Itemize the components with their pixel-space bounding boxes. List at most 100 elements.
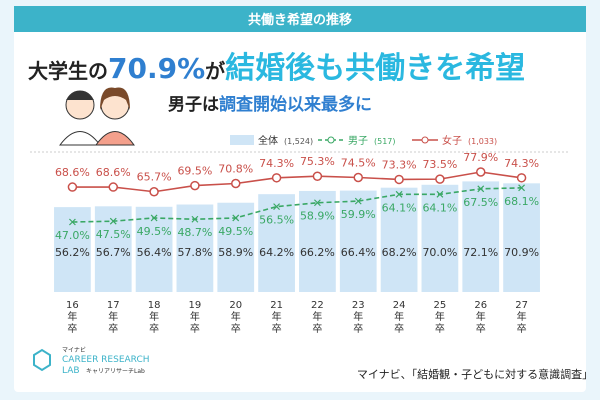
legend-marker bbox=[421, 136, 429, 144]
marker bbox=[68, 218, 76, 226]
subheadline: 男子は調査開始以来最多に bbox=[168, 94, 372, 115]
marker bbox=[149, 186, 159, 197]
value-label: 73.3% bbox=[382, 158, 417, 171]
marker bbox=[190, 180, 200, 191]
value-label: 68.2% bbox=[382, 246, 417, 259]
marker bbox=[232, 214, 240, 222]
value-label: 48.7% bbox=[177, 226, 212, 239]
x-tick-label: 23年卒 bbox=[351, 300, 365, 335]
value-label: 58.9% bbox=[218, 246, 253, 259]
value-label: 68.6% bbox=[96, 166, 131, 179]
bar bbox=[299, 190, 336, 292]
marker bbox=[150, 214, 158, 222]
value-label: 64.2% bbox=[259, 246, 294, 259]
marker bbox=[191, 215, 199, 223]
x-tick-label: 21年卒 bbox=[270, 300, 283, 335]
x-tick-label: 27年卒 bbox=[515, 300, 528, 335]
legend-swatch bbox=[230, 135, 254, 145]
value-label: 70.9% bbox=[504, 246, 539, 259]
legend-label: 全体 bbox=[258, 134, 278, 147]
value-label: 64.1% bbox=[422, 201, 457, 214]
value-label: 67.5% bbox=[463, 196, 498, 209]
subheadline-text: 男子は bbox=[168, 95, 219, 115]
value-label: 70.8% bbox=[218, 162, 253, 175]
value-label: 56.5% bbox=[259, 214, 294, 227]
x-tick-label: 16年卒 bbox=[66, 300, 79, 335]
x-tick-label: 20年卒 bbox=[229, 300, 243, 335]
value-label: 49.5% bbox=[137, 225, 172, 238]
marker bbox=[516, 173, 527, 183]
x-tick-label: 24年卒 bbox=[392, 300, 406, 335]
header-title: 共働き希望の推移 bbox=[248, 12, 352, 28]
value-label: 74.3% bbox=[504, 157, 539, 170]
marker bbox=[436, 190, 444, 198]
marker bbox=[353, 172, 363, 183]
bar bbox=[258, 194, 295, 292]
line bbox=[72, 187, 522, 223]
x-tick-label: 17年卒 bbox=[106, 300, 120, 335]
legend-label: 女子 bbox=[442, 134, 462, 147]
headline-text: が bbox=[205, 59, 225, 83]
value-label: 66.4% bbox=[341, 246, 376, 259]
marker bbox=[231, 178, 241, 189]
marker bbox=[312, 171, 323, 181]
bar bbox=[503, 183, 540, 292]
marker bbox=[109, 217, 117, 225]
legend-sample: (517) bbox=[374, 137, 396, 146]
subheadline-text: 調査開始以来最多に bbox=[219, 94, 372, 115]
bar bbox=[462, 181, 500, 292]
marker bbox=[518, 184, 526, 192]
value-label: 47.5% bbox=[96, 228, 131, 241]
marker bbox=[435, 174, 445, 184]
value-label: 73.5% bbox=[422, 158, 457, 171]
value-label: 69.5% bbox=[177, 165, 212, 178]
value-label: 68.6% bbox=[55, 166, 90, 179]
value-label: 66.2% bbox=[300, 246, 335, 259]
value-label: 75.3% bbox=[300, 155, 335, 168]
x-tick-label: 26年卒 bbox=[474, 300, 488, 335]
marker bbox=[67, 182, 78, 192]
x-tick-label: 18年卒 bbox=[147, 300, 161, 335]
marker bbox=[313, 199, 321, 207]
value-label: 57.8% bbox=[177, 246, 212, 259]
legend-sample: (1,524) bbox=[284, 137, 313, 146]
header-bar bbox=[14, 6, 586, 32]
bar bbox=[135, 206, 173, 292]
legend-label: 男子 bbox=[348, 135, 368, 147]
marker bbox=[395, 190, 403, 198]
bar bbox=[421, 184, 459, 292]
line bbox=[72, 171, 522, 193]
value-label: 74.5% bbox=[341, 157, 376, 170]
source: マイナビ、「結婚観・子どもに対する意識調査」 bbox=[357, 367, 593, 381]
bar bbox=[339, 190, 377, 292]
marker bbox=[271, 173, 282, 183]
value-label: 56.4% bbox=[137, 246, 172, 259]
legend-marker bbox=[327, 136, 335, 144]
headline: 大学生の70.9%が結婚後も共働きを希望 bbox=[28, 51, 525, 86]
value-label: 59.9% bbox=[341, 208, 376, 221]
marker bbox=[394, 174, 404, 185]
x-tick-label: 22年卒 bbox=[311, 300, 324, 335]
value-label: 56.2% bbox=[55, 246, 90, 259]
value-label: 72.1% bbox=[463, 246, 498, 259]
logo-text: LAB bbox=[62, 366, 80, 376]
value-label: 47.0% bbox=[55, 229, 90, 242]
illustration bbox=[59, 87, 135, 146]
value-label: 70.0% bbox=[422, 246, 457, 259]
marker bbox=[108, 182, 118, 192]
value-label: 74.3% bbox=[259, 157, 294, 170]
value-label: 68.1% bbox=[504, 195, 539, 208]
marker bbox=[354, 197, 362, 205]
value-label: 77.9% bbox=[463, 151, 498, 164]
headline-emphasis: 結婚後も共働きを希望 bbox=[225, 51, 525, 86]
x-tick-label: 25年卒 bbox=[433, 300, 447, 335]
marker bbox=[273, 203, 281, 211]
value-label: 49.5% bbox=[218, 225, 253, 238]
marker bbox=[476, 167, 486, 177]
value-label: 56.7% bbox=[96, 246, 131, 259]
value-label: 65.7% bbox=[137, 171, 172, 184]
logo-text: キャリアリサーチLab bbox=[86, 368, 145, 375]
value-label: 58.9% bbox=[300, 210, 335, 223]
